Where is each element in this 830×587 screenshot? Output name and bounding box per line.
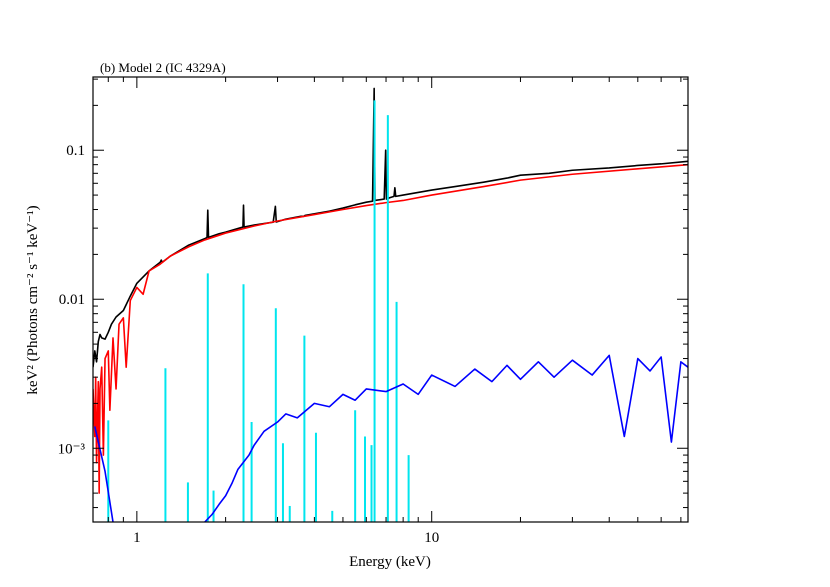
chart-title: (b) Model 2 (IC 4329A) <box>100 60 226 75</box>
y-axis-label: keV² (Photons cm⁻² s⁻¹ keV⁻¹) <box>25 205 41 394</box>
y-tick-label: 0.01 <box>59 292 85 308</box>
x-axis-label: Energy (keV) <box>349 554 431 570</box>
spectrum-line <box>94 354 688 522</box>
spectrum-line <box>93 163 688 494</box>
plot-area <box>93 87 688 522</box>
x-tick-label: 1 <box>133 530 141 546</box>
plot-frame <box>92 76 689 523</box>
x-tick-label: 10 <box>424 530 439 546</box>
y-tick-label: 0.1 <box>66 143 85 159</box>
spectrum-line <box>93 87 688 368</box>
y-tick-label: 10⁻³ <box>58 441 86 457</box>
